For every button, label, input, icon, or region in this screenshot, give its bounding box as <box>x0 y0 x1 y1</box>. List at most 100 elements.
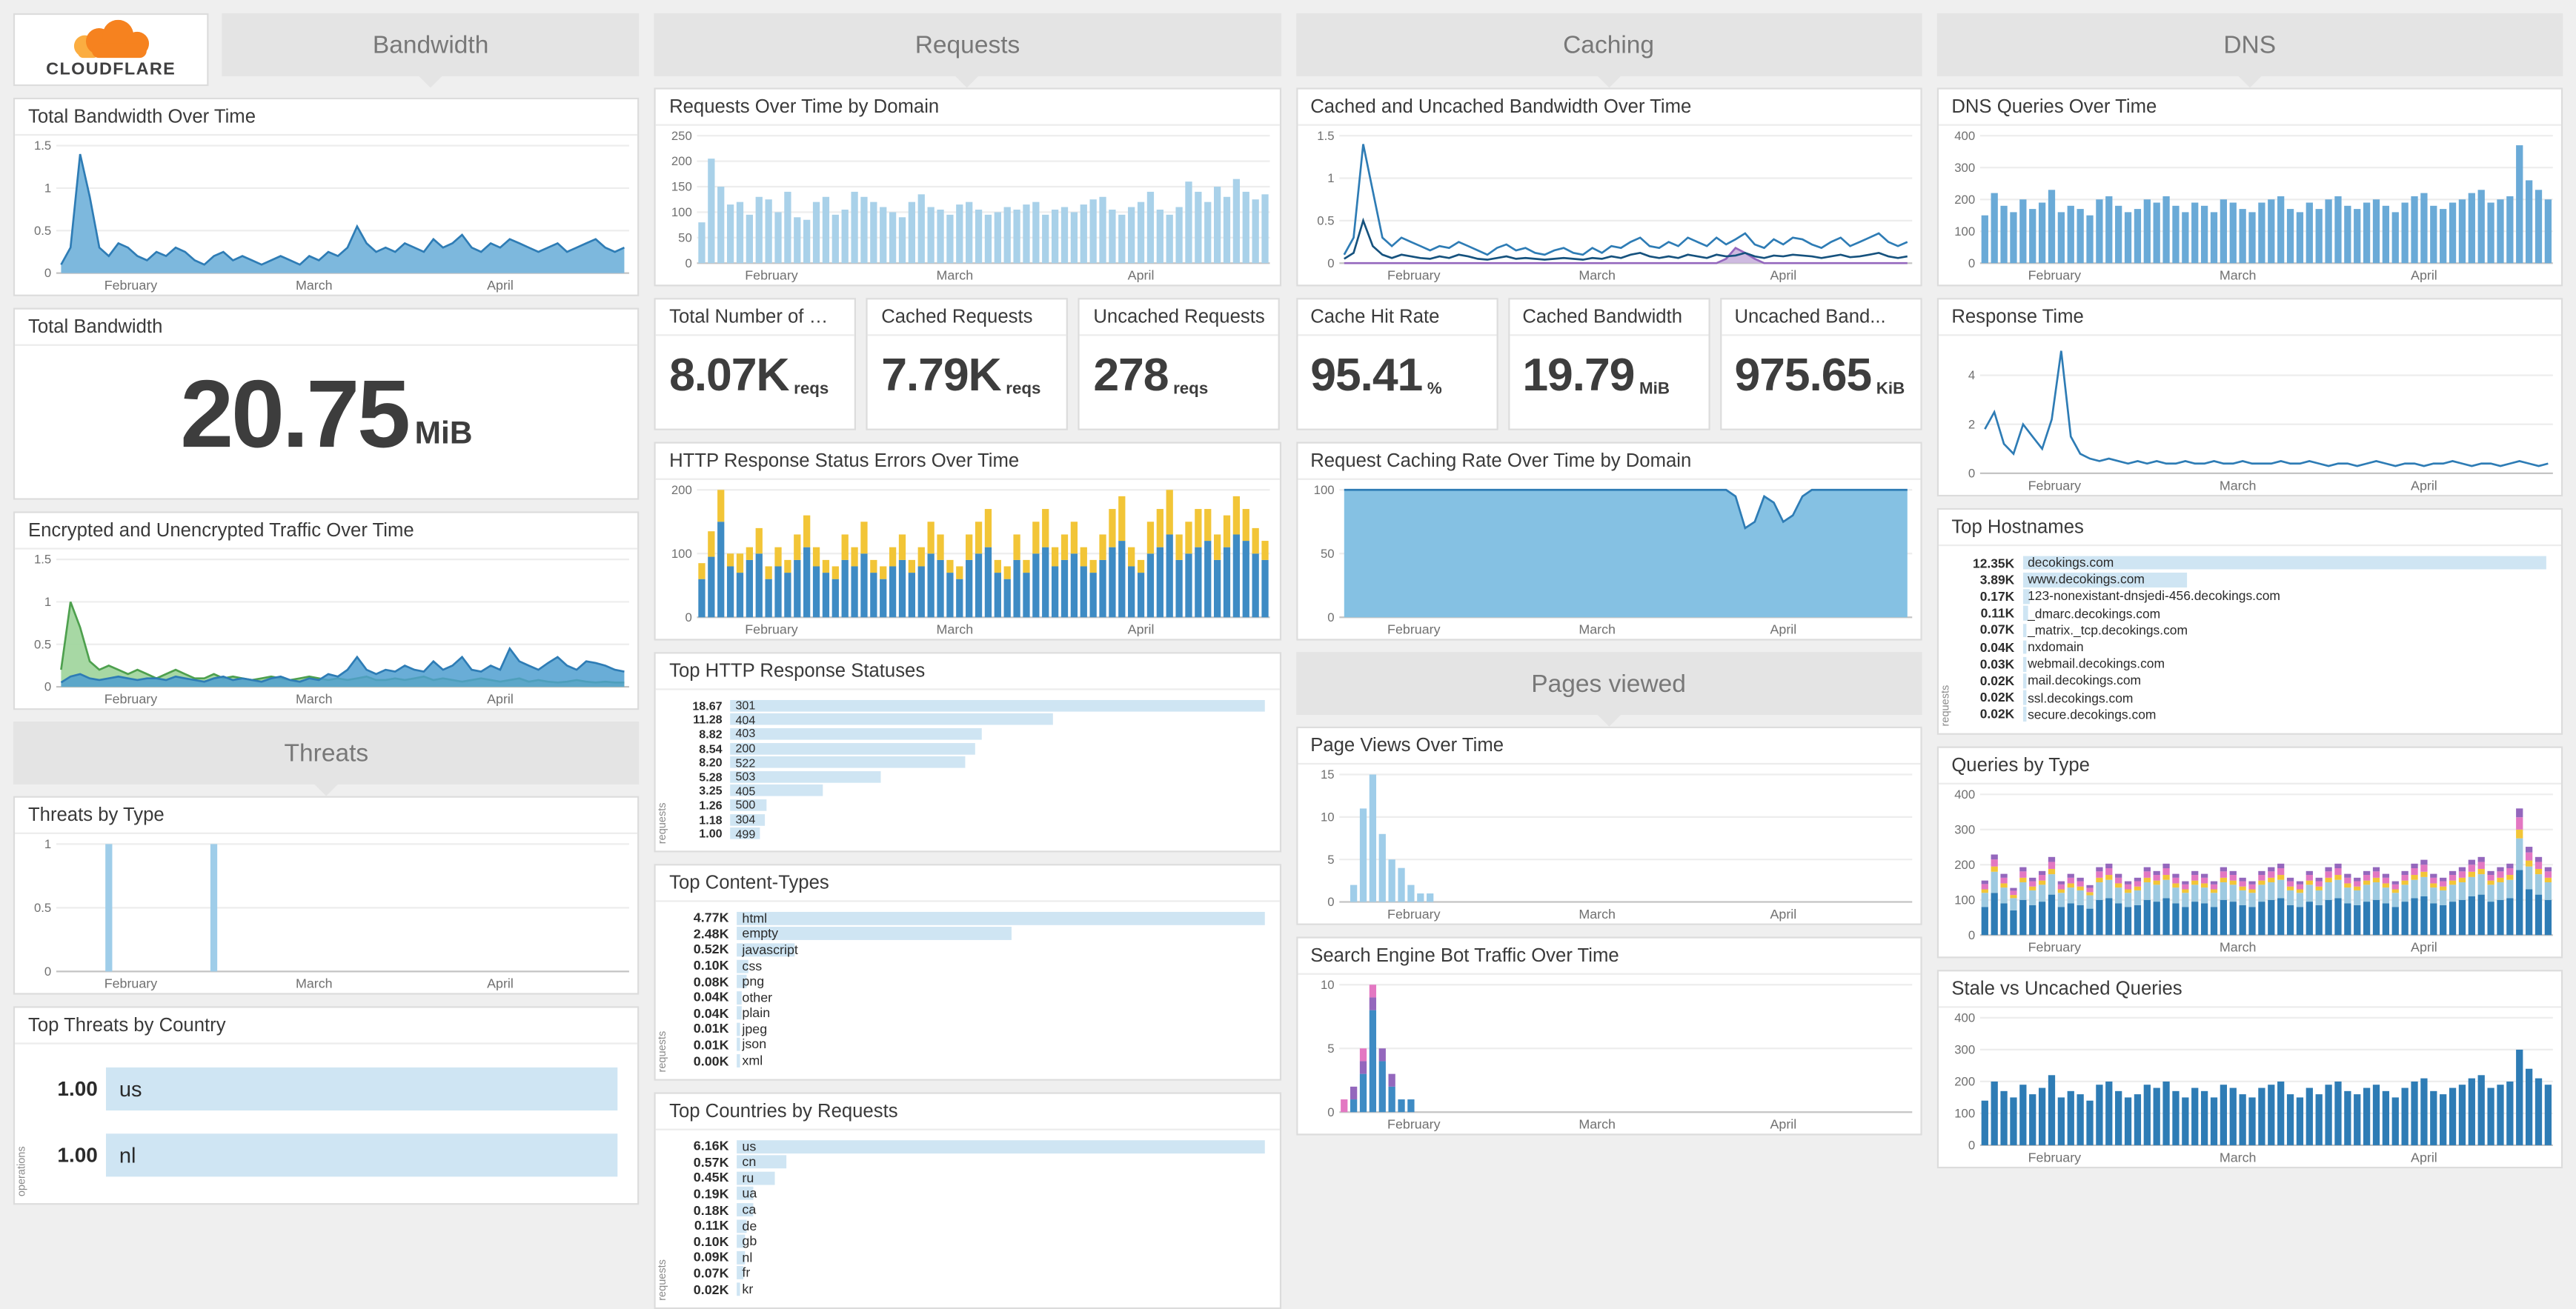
hbar-row-ua[interactable]: 0.19K ua <box>679 1186 1264 1202</box>
section-header-caching: Caching <box>1295 13 1922 88</box>
hbar-row-de[interactable]: 0.11K de <box>679 1218 1264 1233</box>
svg-text:0: 0 <box>44 965 51 979</box>
hbar-track: nl <box>737 1250 1264 1265</box>
hbar-value: 1.26 <box>699 797 723 813</box>
hbar-label: www.decokings.com <box>2028 572 2145 587</box>
hbar-label: webmail.decokings.com <box>2028 656 2165 672</box>
hbar-row-499[interactable]: 1.00 499 <box>679 826 1264 841</box>
hbar-row-ru[interactable]: 0.45K ru <box>679 1170 1264 1186</box>
top-threats-by-country-list: operations 1.00 us 1.00 nl <box>15 1045 638 1203</box>
page-views-chart[interactable]: 0 5 10 15 February March April <box>1297 765 1920 923</box>
hbar-track: 404 <box>730 712 1264 727</box>
hbar-row-javascript[interactable]: 0.52K javascript <box>679 942 1264 957</box>
panel-title: Top Content-Types <box>656 865 1279 902</box>
svg-text:April: April <box>1769 268 1796 283</box>
hbar-track: 500 <box>730 798 1264 813</box>
hbar-row-405[interactable]: 3.25 405 <box>679 783 1264 799</box>
hbar-row-json[interactable]: 0.01K json <box>679 1037 1264 1053</box>
hbar-row-nxdomain[interactable]: 0.04K nxdomain <box>1962 639 2546 656</box>
hbar-row-522[interactable]: 8.20 522 <box>679 755 1264 770</box>
hbar-row-css[interactable]: 0.10K css <box>679 958 1264 973</box>
stale-queries-chart[interactable]: 0 100 200 300 400 February March April <box>1938 1007 2561 1166</box>
cached-uncached-bandwidth-chart[interactable]: 0 0.5 1 1.5 February March April <box>1297 126 1920 284</box>
hbar-row-ssl.decokings.com[interactable]: 0.02K ssl.decokings.com <box>1962 689 2546 706</box>
panel-search-bots: Search Engine Bot Traffic Over Time 0 5 10… <box>1295 936 1922 1136</box>
hbar-value: 0.11K <box>694 1218 729 1233</box>
search-bots-chart[interactable]: 0 5 10 February March April <box>1297 975 1920 1133</box>
panel-title: Cached and Uncached Bandwidth Over Time <box>1297 90 1920 126</box>
svg-text:April: April <box>487 278 514 293</box>
hbar-row-jpeg[interactable]: 0.01K jpeg <box>679 1022 1264 1037</box>
dns-queries-chart[interactable]: 0 100 200 300 400 February March April <box>1938 126 2561 284</box>
svg-text:0: 0 <box>686 256 692 270</box>
hbar-label: us <box>119 1076 142 1102</box>
http-errors-chart[interactable]: 0 100 200 February March April <box>656 480 1279 639</box>
hbar-row-kr[interactable]: 0.02K kr <box>679 1282 1264 1297</box>
hbar-row-empty[interactable]: 2.48K empty <box>679 926 1264 942</box>
hbar-row-301[interactable]: 18.67 301 <box>679 698 1264 713</box>
hbar-row-cn[interactable]: 0.57K cn <box>679 1154 1264 1170</box>
hbar-row-200[interactable]: 8.54 200 <box>679 740 1264 756</box>
hbar-row-us[interactable]: 6.16K us <box>679 1139 1264 1154</box>
hbar-row-fr[interactable]: 0.07K fr <box>679 1265 1264 1281</box>
hbar-row-secure.decokings.com[interactable]: 0.02K secure.decokings.com <box>1962 706 2546 723</box>
hbar-value: 6.16K <box>693 1139 729 1154</box>
hbar-row-www.decokings.com[interactable]: 3.89K www.decokings.com <box>1962 571 2546 588</box>
svg-text:February: February <box>1387 1117 1440 1132</box>
svg-text:0: 0 <box>1327 1105 1333 1119</box>
hbar-row-403[interactable]: 8.82 403 <box>679 727 1264 742</box>
hbar-row-500[interactable]: 1.26 500 <box>679 797 1264 813</box>
encrypted-traffic-chart[interactable]: 0 0.5 1 1.5 February March April <box>15 550 638 708</box>
svg-text:April: April <box>2410 268 2437 283</box>
hbar-row-_dmarc.decokings.com[interactable]: 0.11K _dmarc.decokings.com <box>1962 605 2546 622</box>
hbar-track: 522 <box>730 755 1264 770</box>
hbar-row-503[interactable]: 5.28 503 <box>679 769 1264 784</box>
cached-bandwidth-value: 19.79 MiB <box>1509 336 1707 429</box>
hbar-track: 304 <box>730 812 1264 827</box>
hbar-bar <box>737 1282 740 1296</box>
hbar-bar <box>737 927 1012 941</box>
panel-stale-queries: Stale vs Uncached Queries 0 100 200 300 400 F… <box>1936 969 2563 1168</box>
hbar-row-png[interactable]: 0.08K png <box>679 973 1264 989</box>
stat-unit: MiB <box>1639 380 1670 399</box>
hbar-label: xml <box>742 1053 763 1069</box>
svg-text:March: March <box>296 278 333 293</box>
hbar-row-plain[interactable]: 0.04K plain <box>679 1005 1264 1021</box>
panel-title: Uncached Requests <box>1080 299 1279 336</box>
svg-text:March: March <box>1578 622 1615 637</box>
stat-unit: reqs <box>1173 380 1209 399</box>
hbar-track: xml <box>737 1053 1264 1068</box>
hbar-value: 0.11K <box>1980 605 2015 622</box>
cloudflare-wordmark: CLOUDFLARE <box>46 59 176 80</box>
panel-title: Page Views Over Time <box>1297 728 1920 765</box>
svg-text:February: February <box>2028 939 2081 954</box>
hbar-bar <box>2022 639 2026 655</box>
response-time-chart[interactable]: 0 2 4 February March April <box>1938 336 2561 495</box>
hbar-row-xml[interactable]: 0.00K xml <box>679 1053 1264 1068</box>
hbar-value: 8.54 <box>699 740 723 756</box>
total-bandwidth-over-time-chart[interactable]: 0 0.5 1 1.5 February March April <box>15 136 638 294</box>
hbar-row-nl[interactable]: 0.09K nl <box>679 1250 1264 1265</box>
caching-rate-chart[interactable]: 0 50 100 February March April <box>1297 480 1920 639</box>
column-requests: Requests Requests Over Time by Domain 0 5… <box>654 13 1281 1309</box>
queries-by-type-chart[interactable]: 0 100 200 300 400 February March April <box>1938 785 2561 956</box>
hbar-label: _dmarc.decokings.com <box>2028 605 2161 622</box>
requests-over-time-chart[interactable]: 0 50 100 150 200 250 February March April <box>656 126 1279 284</box>
hbar-row-decokings.com[interactable]: 12.35K decokings.com <box>1962 554 2546 571</box>
hbar-row-us[interactable]: 1.00 us <box>42 1061 618 1117</box>
threats-by-type-chart[interactable]: 0 0.5 1 February March April <box>15 834 638 993</box>
hbar-row-nl[interactable]: 1.00 nl <box>42 1128 618 1184</box>
hbar-row-123-nonexistant-dnsjedi-456.decokings.com[interactable]: 0.17K 123-nonexistant-dnsjedi-456.decokin… <box>1962 588 2546 605</box>
svg-text:March: March <box>2219 268 2256 283</box>
hbar-value: 0.01K <box>693 1037 729 1053</box>
hbar-row-404[interactable]: 11.28 404 <box>679 712 1264 727</box>
hbar-row-other[interactable]: 0.04K other <box>679 990 1264 1005</box>
hbar-row-gb[interactable]: 0.10K gb <box>679 1233 1264 1249</box>
hbar-row-_matrix._tcp.decokings.com[interactable]: 0.07K _matrix._tcp.decokings.com <box>1962 622 2546 639</box>
hbar-label: png <box>742 973 765 990</box>
hbar-row-html[interactable]: 4.77K html <box>679 910 1264 926</box>
hbar-row-ca[interactable]: 0.18K ca <box>679 1202 1264 1217</box>
hbar-row-304[interactable]: 1.18 304 <box>679 812 1264 827</box>
hbar-row-webmail.decokings.com[interactable]: 0.03K webmail.decokings.com <box>1962 656 2546 673</box>
hbar-row-mail.decokings.com[interactable]: 0.02K mail.decokings.com <box>1962 673 2546 690</box>
